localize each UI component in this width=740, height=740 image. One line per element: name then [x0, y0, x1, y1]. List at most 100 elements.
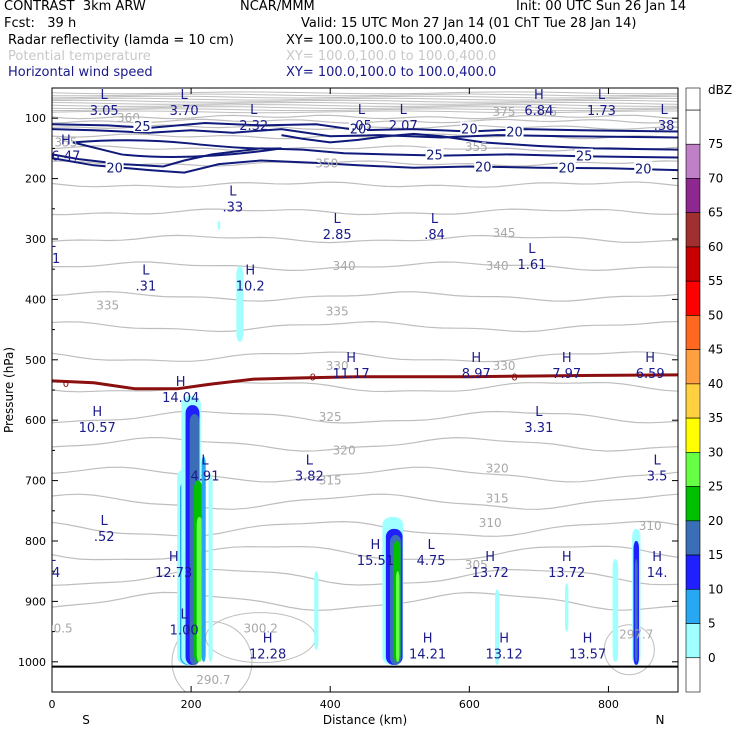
extremum-type: L [250, 103, 258, 118]
wind-label-bg [634, 161, 653, 175]
colorbar-label: 15 [708, 548, 723, 562]
colorbar-label: 40 [708, 377, 723, 391]
theta-label: 310 [639, 519, 662, 533]
colorbar-swatch [685, 109, 701, 145]
y-tick-label: 900 [25, 595, 46, 608]
colorbar-label: 45 [708, 343, 723, 357]
theta-contour-upper [52, 101, 678, 105]
theta-label: 305 [465, 558, 488, 572]
init-time: Init: 00 UTC Sun 26 Jan 14 [516, 0, 687, 14]
extremum-value: .31 [136, 279, 157, 294]
colorbar-unit: dBZ [708, 83, 732, 97]
extremum-value: 10.57 [79, 421, 116, 436]
theta-label: 375 [534, 105, 557, 119]
reflectivity-cell [612, 559, 619, 662]
colorbar-label: 20 [708, 514, 723, 528]
wind-label: 25 [426, 148, 443, 163]
colorbar-swatch [685, 417, 701, 453]
extremum-value: 74 [44, 566, 61, 581]
extremum-type: L [48, 236, 56, 251]
extremum-value: 13.57 [569, 648, 606, 663]
extremum-value: 2.85 [323, 228, 352, 243]
extremum-value: 3.05 [90, 104, 119, 119]
y-tick-label: 600 [25, 414, 46, 427]
wind-contour-25 [72, 139, 282, 158]
institution: NCAR/MMM [240, 0, 315, 14]
extremum-type: H [61, 133, 71, 148]
theta-label: 335 [326, 304, 349, 318]
theta-contour [52, 351, 678, 363]
theta-contour [52, 466, 678, 483]
extremum-value: 6.84 [524, 104, 553, 119]
north-end-label: N [656, 713, 665, 727]
extremum-value: 12.73 [155, 566, 192, 581]
extremum-type: L [306, 454, 314, 469]
theta-label: 297.7 [619, 628, 653, 642]
reflectivity-cell [217, 220, 221, 230]
extremum-type: L [431, 212, 439, 227]
reflectivity-cell [196, 516, 203, 662]
x-tick-label: 400 [320, 698, 341, 711]
theta-contour-upper [52, 99, 678, 103]
extremum-type: H [562, 550, 572, 565]
extremum-value: 8.97 [462, 367, 491, 382]
reflectivity-cell [201, 456, 206, 662]
extremum-type: H [92, 405, 102, 420]
theta-contour-upper [52, 108, 678, 112]
colorbar-swatch [685, 588, 701, 624]
reflectivity-cell [634, 559, 638, 662]
colorbar-label: 30 [708, 445, 723, 459]
colorbar-swatch [685, 383, 701, 419]
colorbar-label: 70 [708, 171, 723, 185]
field-reflectivity: Radar reflectivity (lamda = 10 cm) [8, 33, 234, 48]
wind-label-bg [557, 160, 576, 174]
extremum-type: H [499, 632, 509, 647]
extremum-value: .84 [424, 228, 445, 243]
extremum-type: H [245, 263, 255, 278]
extremum-type: L [535, 405, 543, 420]
extremum-value: 13.72 [548, 566, 585, 581]
extremum-type: H [645, 351, 655, 366]
extremum-value: 1.00 [170, 624, 199, 639]
theta-contour-upper [52, 104, 678, 107]
extremum-value: 3.31 [524, 421, 553, 436]
wind-contour [281, 132, 678, 151]
theta-contour [52, 493, 678, 510]
colorbar-swatch [685, 657, 701, 693]
reflectivity-cell [208, 474, 213, 662]
wind-label-bg [460, 121, 479, 135]
theta-contour [52, 208, 678, 216]
colorbar-swatch [685, 520, 701, 556]
wind-label: 20 [350, 122, 367, 137]
wind-label-bg [505, 124, 524, 138]
extremum-type: L [334, 212, 342, 227]
theta-contour-upper [52, 97, 678, 101]
extremum-type: L [229, 185, 237, 200]
theta-label: 310 [479, 516, 502, 530]
colorbar-swatch [685, 315, 701, 350]
theta-contour-upper [52, 93, 678, 97]
extremum-type: L [181, 608, 189, 623]
extremum-type: L [101, 88, 109, 103]
extremum-type: L [528, 242, 536, 257]
wind-contour [52, 157, 678, 174]
extremum-type: H [562, 351, 572, 366]
colorbar-swatch [685, 178, 701, 214]
reflectivity-cell [495, 589, 500, 665]
extremum-type: L [142, 263, 150, 278]
extremum-value: 4.75 [417, 554, 446, 569]
extremum-type: H [471, 351, 481, 366]
extremum-type: H [371, 538, 381, 553]
extremum-value: 15.51 [357, 554, 394, 569]
extremum-value: 1.61 [517, 258, 546, 273]
reflectivity-cell [564, 583, 569, 632]
extremum-value: 11.17 [332, 367, 369, 382]
theta-label: 300.2 [243, 622, 277, 636]
reflectivity-cell [236, 266, 244, 342]
theta-label: 330 [493, 359, 516, 373]
theta-label: 320 [486, 462, 509, 476]
colorbar-label: 0 [708, 651, 716, 665]
theta-contour [52, 520, 678, 537]
theta-contour [52, 591, 678, 612]
